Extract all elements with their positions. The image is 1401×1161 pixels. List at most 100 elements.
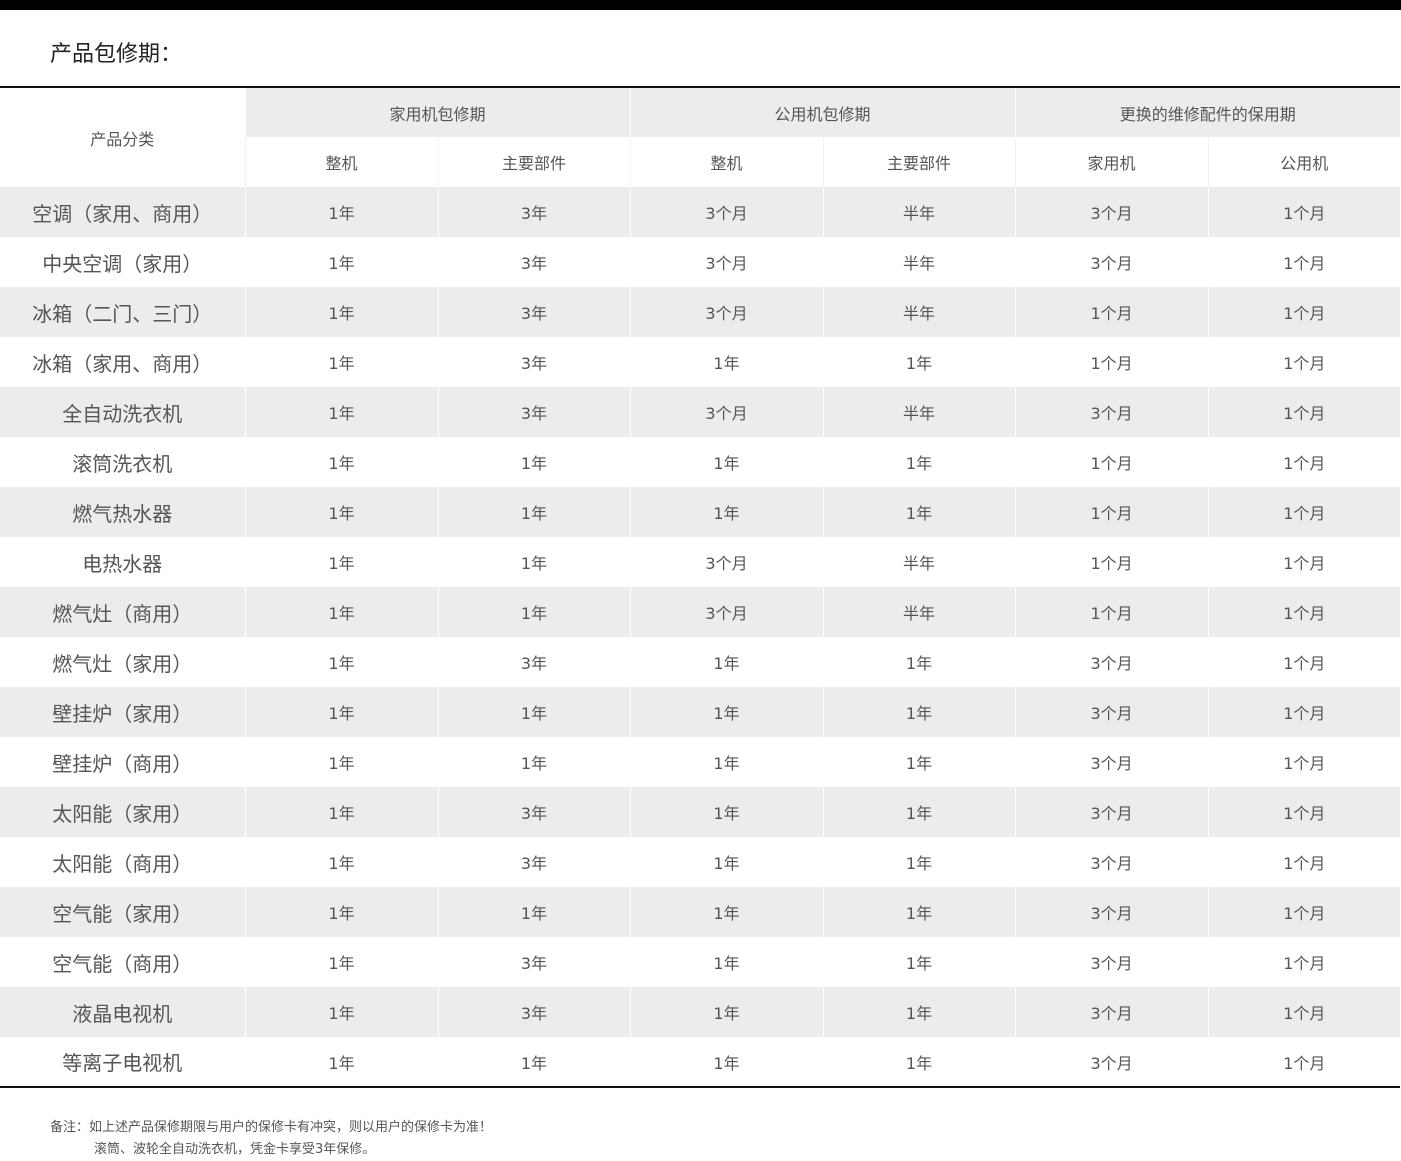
warranty-cell: 1个月 xyxy=(1207,637,1401,687)
warranty-cell: 1年 xyxy=(629,437,824,487)
warranty-cell: 1年 xyxy=(822,937,1016,987)
header-group-parts: 更换的维修配件的保用期 xyxy=(1014,87,1401,137)
product-category: 太阳能（家用） xyxy=(52,801,193,826)
warranty-cell: 3年 xyxy=(437,337,631,387)
warranty-cell: 3个月 xyxy=(1014,237,1209,287)
warranty-cell: 3年 xyxy=(437,937,631,987)
warranty-cell: 1年 xyxy=(244,537,438,587)
warranty-cell: 3个月 xyxy=(1014,687,1209,737)
warranty-cell: 1年 xyxy=(629,687,824,737)
warranty-cell: 3个月 xyxy=(1014,387,1209,437)
warranty-cell: 3年 xyxy=(437,637,631,687)
product-category: 滚筒洗衣机 xyxy=(72,451,173,476)
warranty-cell: 1个月 xyxy=(1207,987,1401,1037)
warranty-cell: 1年 xyxy=(244,487,438,537)
table-row: 空气能（家用） 1年 1年 1年 1年 3个月 1个月 xyxy=(0,887,1401,937)
warranty-cell: 1个月 xyxy=(1014,337,1209,387)
table-row: 燃气灶（家用） 1年 3年 1年 1年 3个月 1个月 xyxy=(0,637,1401,687)
product-category: 冰箱（二门、三门） xyxy=(32,301,213,326)
warranty-cell: 3个月 xyxy=(1014,1037,1209,1087)
warranty-cell: 1年 xyxy=(822,337,1016,387)
warranty-cell: 1年 xyxy=(629,337,824,387)
warranty-cell: 1年 xyxy=(244,187,438,237)
warranty-cell: 半年 xyxy=(822,287,1016,337)
table-row: 全自动洗衣机 1年 3年 3个月 半年 3个月 1个月 xyxy=(0,387,1401,437)
warranty-cell: 1年 xyxy=(244,687,438,737)
table-row: 空调（家用、商用） 1年 3年 3个月 半年 3个月 1个月 xyxy=(0,187,1401,237)
warranty-cell: 3年 xyxy=(437,787,631,837)
warranty-cell: 1年 xyxy=(822,637,1016,687)
warranty-cell: 1个月 xyxy=(1014,437,1209,487)
warranty-cell: 1个月 xyxy=(1014,487,1209,537)
warranty-cell: 1年 xyxy=(437,887,631,937)
warranty-cell: 3个月 xyxy=(1014,637,1209,687)
warranty-cell: 1个月 xyxy=(1014,287,1209,337)
warranty-cell: 1个月 xyxy=(1207,887,1401,937)
warranty-cell: 1年 xyxy=(437,1037,631,1087)
warranty-cell: 3年 xyxy=(437,287,631,337)
table-row: 等离子电视机 1年 1年 1年 1年 3个月 1个月 xyxy=(0,1037,1401,1087)
warranty-cell: 1个月 xyxy=(1207,1037,1401,1087)
warranty-cell: 1个月 xyxy=(1207,337,1401,387)
warranty-cell: 1年 xyxy=(437,537,631,587)
product-category: 空气能（家用） xyxy=(52,901,193,926)
warranty-cell: 1个月 xyxy=(1207,737,1401,787)
top-bar xyxy=(0,0,1401,10)
warranty-cell: 1个月 xyxy=(1207,587,1401,637)
warranty-cell: 1年 xyxy=(629,787,824,837)
product-category: 壁挂炉（家用） xyxy=(52,701,193,726)
warranty-cell: 3年 xyxy=(437,987,631,1037)
warranty-cell: 1年 xyxy=(629,1037,824,1087)
header-sub: 公用机 xyxy=(1207,137,1401,187)
note-line: 滚筒、波轮全自动洗衣机，凭金卡享受3年保修。 xyxy=(94,1142,376,1157)
header-sub: 主要部件 xyxy=(437,137,631,187)
product-category: 全自动洗衣机 xyxy=(62,401,183,426)
warranty-cell: 1个月 xyxy=(1014,537,1209,587)
warranty-cell: 1个月 xyxy=(1207,437,1401,487)
warranty-cell: 1年 xyxy=(629,937,824,987)
warranty-cell: 1个月 xyxy=(1207,537,1401,587)
warranty-cell: 1年 xyxy=(822,787,1016,837)
page-title: 产品包修期： xyxy=(50,42,183,67)
warranty-cell: 1个月 xyxy=(1207,837,1401,887)
header-sub: 主要部件 xyxy=(822,137,1016,187)
warranty-cell: 1年 xyxy=(437,487,631,537)
product-category: 液晶电视机 xyxy=(72,1001,173,1026)
warranty-cell: 1年 xyxy=(244,637,438,687)
warranty-cell: 1年 xyxy=(822,1037,1016,1087)
product-category: 壁挂炉（商用） xyxy=(52,751,193,776)
warranty-cell: 1年 xyxy=(244,237,438,287)
table-row: 壁挂炉（家用） 1年 1年 1年 1年 3个月 1个月 xyxy=(0,687,1401,737)
warranty-cell: 1年 xyxy=(822,837,1016,887)
warranty-cell: 1个月 xyxy=(1207,787,1401,837)
warranty-cell: 1年 xyxy=(244,787,438,837)
header-sub: 整机 xyxy=(244,137,438,187)
warranty-cell: 3个月 xyxy=(1014,887,1209,937)
table-row: 太阳能（商用） 1年 3年 1年 1年 3个月 1个月 xyxy=(0,837,1401,887)
warranty-cell: 1年 xyxy=(437,587,631,637)
header-group-home: 家用机包修期 xyxy=(244,87,631,137)
warranty-cell: 3个月 xyxy=(629,287,824,337)
product-category: 燃气热水器 xyxy=(72,501,173,526)
warranty-cell: 1年 xyxy=(244,287,438,337)
warranty-cell: 半年 xyxy=(822,537,1016,587)
table-row: 冰箱（二门、三门） 1年 3年 3个月 半年 1个月 1个月 xyxy=(0,287,1401,337)
table-row: 空气能（商用） 1年 3年 1年 1年 3个月 1个月 xyxy=(0,937,1401,987)
table-row: 燃气热水器 1年 1年 1年 1年 1个月 1个月 xyxy=(0,487,1401,537)
warranty-cell: 3个月 xyxy=(1014,837,1209,887)
header-group-public: 公用机包修期 xyxy=(629,87,1016,137)
header-sub: 整机 xyxy=(629,137,824,187)
warranty-cell: 3年 xyxy=(437,187,631,237)
warranty-cell: 1年 xyxy=(822,437,1016,487)
table-row: 液晶电视机 1年 3年 1年 1年 3个月 1个月 xyxy=(0,987,1401,1037)
warranty-cell: 1年 xyxy=(822,487,1016,537)
note-line: 备注：如上述产品保修期限与用户的保修卡有冲突，则以用户的保修卡为准！ xyxy=(50,1120,493,1135)
warranty-cell: 3个月 xyxy=(1014,787,1209,837)
warranty-cell: 3年 xyxy=(437,837,631,887)
product-category: 燃气灶（家用） xyxy=(52,651,193,676)
warranty-cell: 3个月 xyxy=(629,187,824,237)
warranty-cell: 1个月 xyxy=(1207,187,1401,237)
warranty-cell: 1年 xyxy=(437,737,631,787)
warranty-cell: 1年 xyxy=(629,837,824,887)
table-row: 中央空调（家用） 1年 3年 3个月 半年 3个月 1个月 xyxy=(0,237,1401,287)
